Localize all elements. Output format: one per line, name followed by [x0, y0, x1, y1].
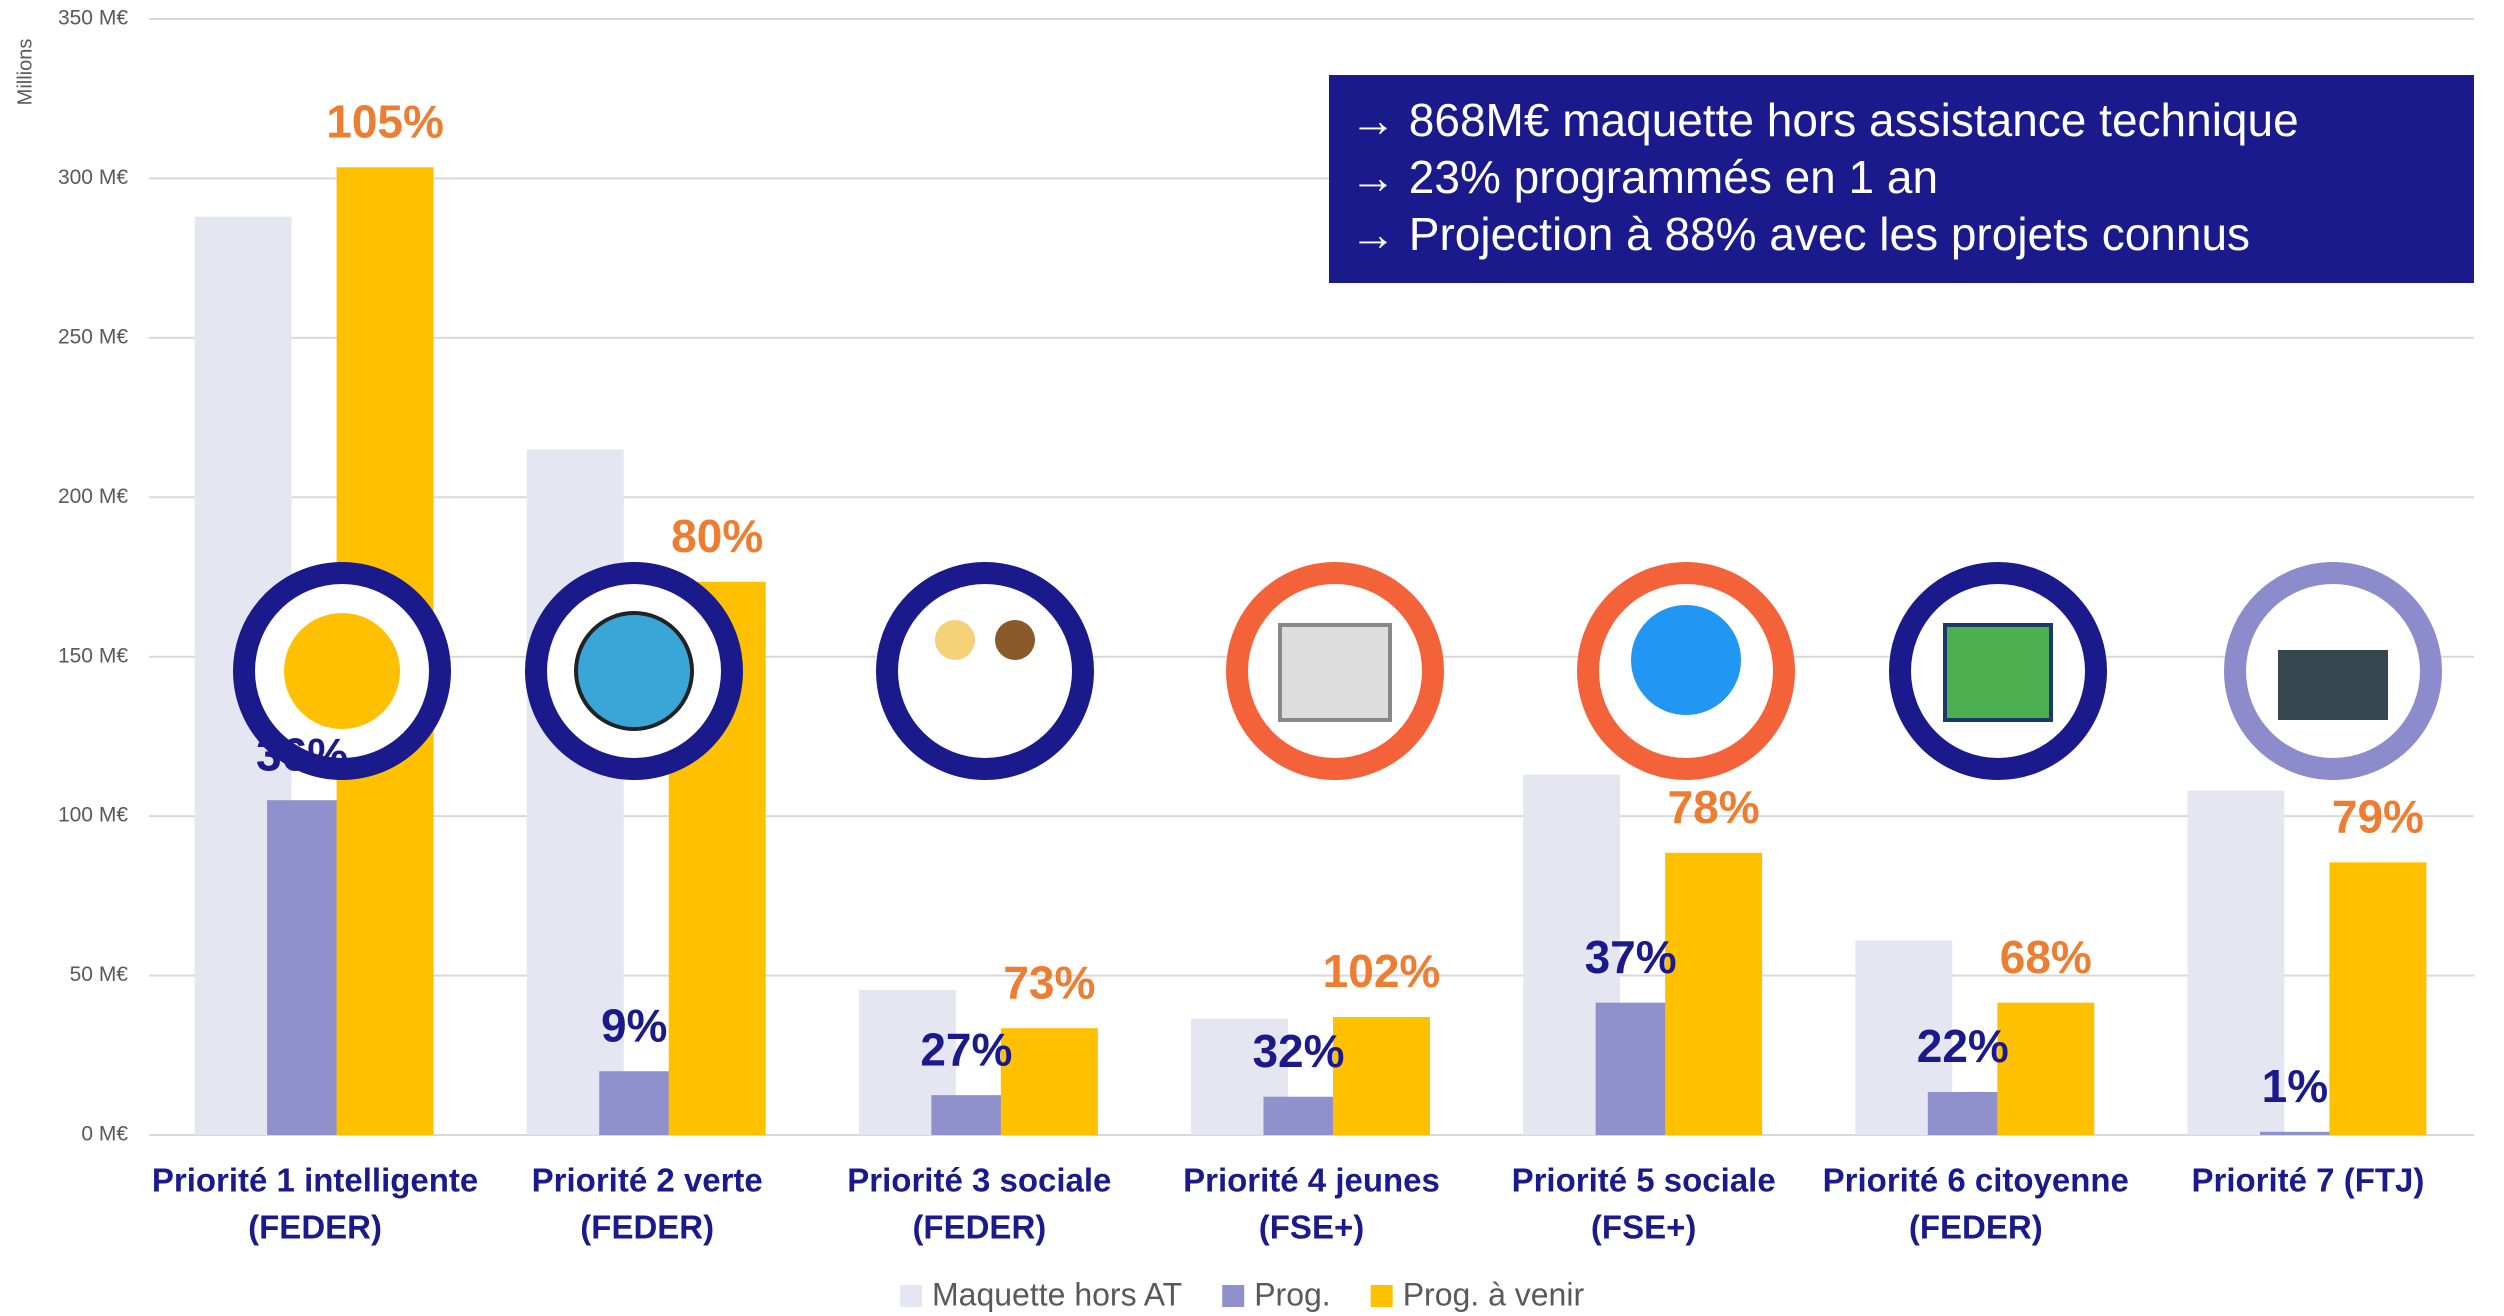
y-tick-label: 0 M€	[81, 1123, 128, 1146]
bar	[1665, 852, 1763, 1135]
bar	[267, 800, 338, 1135]
x-tick-label: Priorité 6 citoyenne	[1823, 1162, 2129, 1199]
data-label: 80%	[671, 510, 763, 562]
bar	[1927, 1091, 1998, 1135]
data-label: 22%	[1917, 1020, 2009, 1072]
legend-label: Maquette hors AT	[932, 1276, 1182, 1312]
annotation: → Projection à 88% avec les projets conn…	[1350, 208, 2250, 260]
data-label: 32%	[1252, 1025, 1344, 1077]
x-tick-label: Priorité 7 (FTJ)	[2191, 1162, 2424, 1199]
x-tick-label: (FEDER)	[580, 1209, 714, 1246]
y-tick-label: 350 M€	[58, 7, 128, 30]
data-label: 73%	[1003, 956, 1095, 1008]
legend-swatch	[1370, 1285, 1393, 1307]
x-tick-label: Priorité 4 jeunes	[1183, 1162, 1440, 1199]
icon	[284, 613, 400, 729]
y-tick-label: 300 M€	[58, 166, 128, 189]
bar	[1263, 1096, 1334, 1135]
data-label: 78%	[1668, 781, 1760, 833]
labels: Priorité 1 intelligente (FEDER) 36% 105% Pri…	[152, 95, 2425, 1245]
x-tick-label: Priorité 2 verte	[532, 1162, 763, 1199]
icon	[2278, 650, 2388, 720]
icon-ring	[876, 562, 1094, 780]
bar	[1997, 1002, 2095, 1135]
data-label: 102%	[1323, 945, 1441, 997]
icon	[935, 620, 975, 660]
y-tick-label: 100 M€	[58, 804, 128, 827]
legend-label: Prog. à venir	[1403, 1276, 1585, 1312]
bar	[599, 1071, 670, 1135]
annotation: → 868M€ maquette hors assistance techniq…	[1350, 94, 2299, 146]
legend-swatch	[1222, 1285, 1245, 1307]
data-label: 1%	[2262, 1060, 2328, 1112]
y-tick-label: 200 M€	[58, 485, 128, 508]
bar	[931, 1095, 1002, 1135]
annotation: → 23% programmés en 1 an	[1350, 151, 1938, 203]
legend-swatch	[900, 1285, 922, 1307]
data-label: 36%	[256, 728, 348, 780]
x-tick-label: (FEDER)	[248, 1209, 382, 1246]
icon	[574, 611, 694, 731]
data-label: 37%	[1585, 931, 1677, 983]
icons	[233, 562, 2442, 780]
y-tick-label: 150 M€	[58, 644, 128, 667]
x-tick-label: Priorité 1 intelligente	[152, 1162, 478, 1199]
bar	[1595, 1002, 1666, 1135]
legend-label: Prog.	[1254, 1276, 1330, 1312]
data-label: 68%	[2000, 931, 2092, 983]
y-tick-label: 250 M€	[58, 325, 128, 348]
data-label: 27%	[920, 1023, 1012, 1075]
y-tick-label: 50 M€	[70, 963, 129, 986]
bar	[1333, 1017, 1430, 1135]
bar	[1000, 1028, 1098, 1135]
annotation-box	[1329, 75, 2474, 283]
bar	[2329, 862, 2427, 1135]
x-tick-label: (FEDER)	[912, 1209, 1046, 1246]
data-label: 79%	[2332, 791, 2424, 843]
x-tick-label: (FSE+)	[1259, 1209, 1364, 1246]
legend: Maquette hors AT Prog. Prog. à venir	[900, 1276, 1584, 1312]
data-label: 9%	[601, 999, 667, 1051]
bar	[526, 449, 624, 1135]
bar	[2259, 1131, 2330, 1135]
icon	[995, 620, 1035, 660]
x-tick-label: Priorité 5 sociale	[1512, 1162, 1776, 1199]
icon	[1278, 623, 1392, 722]
x-tick-label: Priorité 3 sociale	[847, 1162, 1111, 1199]
bar	[2187, 790, 2285, 1135]
y-axis-label: Millions	[14, 39, 36, 106]
icon	[1631, 605, 1741, 715]
icon	[1943, 623, 2053, 722]
x-tick-label: (FEDER)	[1909, 1209, 2043, 1246]
data-label: 105%	[326, 95, 444, 147]
x-tick-label: (FSE+)	[1591, 1209, 1696, 1246]
